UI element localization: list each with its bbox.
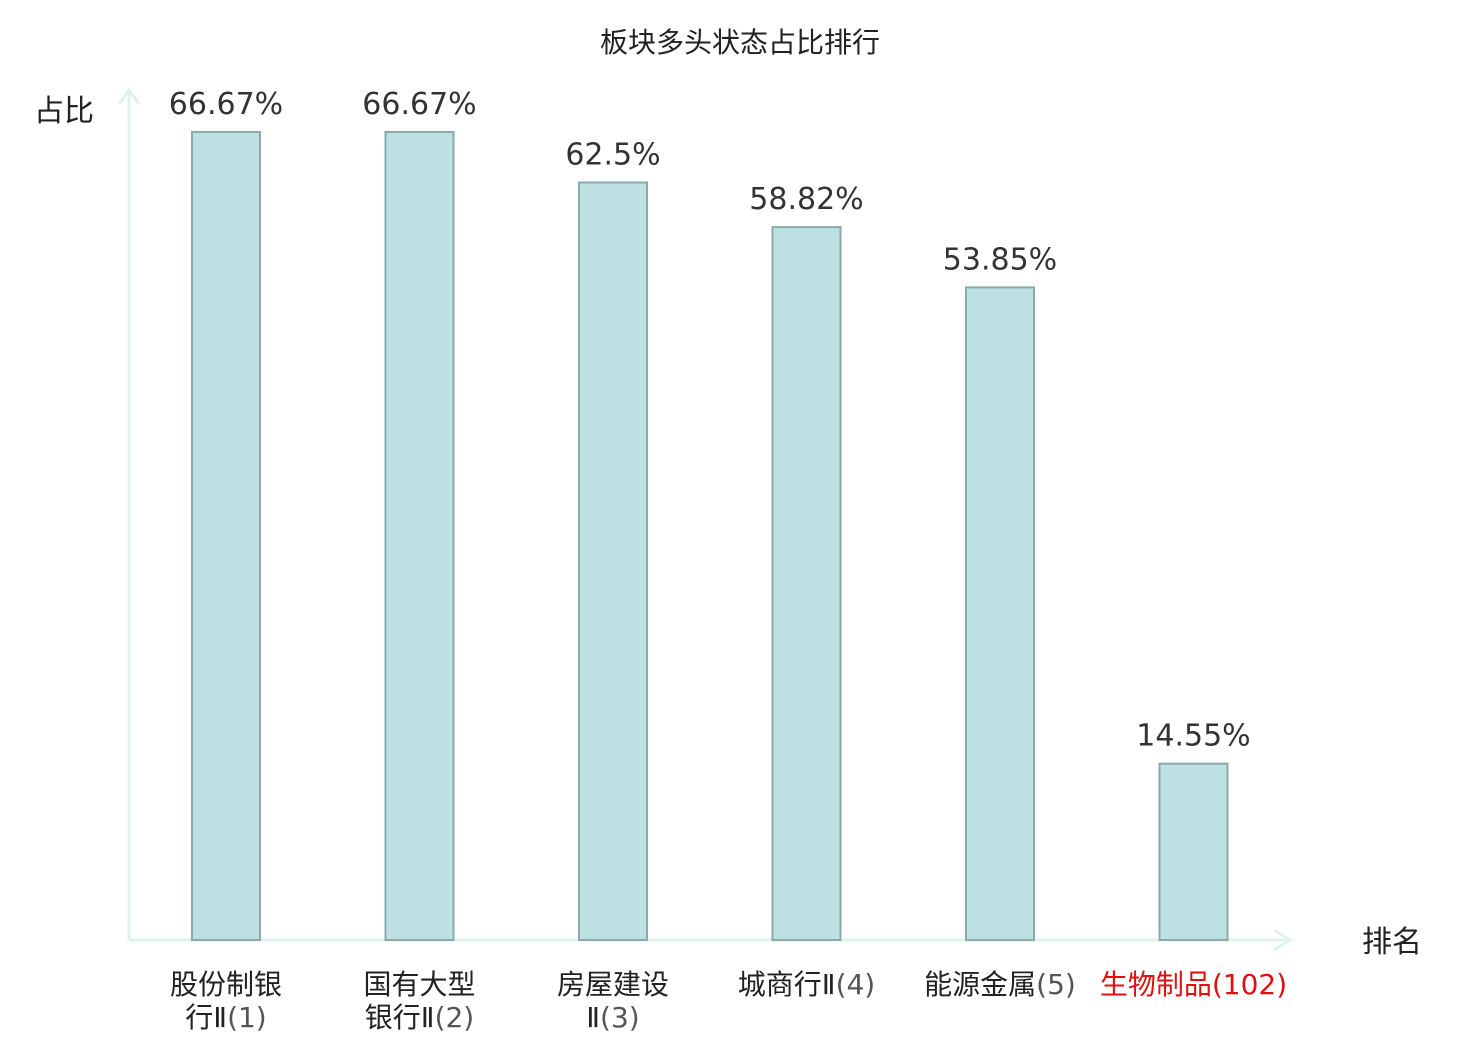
bar bbox=[771, 226, 842, 941]
x-axis-label: 排名 bbox=[1362, 925, 1422, 960]
data-label: 62.5% bbox=[565, 138, 660, 173]
bars bbox=[191, 130, 1229, 941]
category-label: 房屋建设 Ⅱ(3) bbox=[557, 968, 669, 1034]
axes bbox=[117, 87, 1293, 952]
category-label: 城商行Ⅱ(4) bbox=[738, 968, 875, 1001]
y-axis-arrow bbox=[117, 87, 141, 105]
bar bbox=[191, 130, 261, 941]
category-label: 能源金属(5) bbox=[924, 968, 1076, 1001]
bar bbox=[384, 130, 455, 941]
data-label: 66.67% bbox=[362, 87, 476, 122]
x-axis-arrow bbox=[1273, 928, 1293, 952]
bar bbox=[965, 286, 1035, 941]
value-labels: 66.67% 66.67% 62.5% 58.82% 53.85% 14.55% bbox=[169, 87, 1251, 754]
chart-title: 板块多头状态占比排行 bbox=[600, 26, 880, 59]
data-label: 14.55% bbox=[1136, 719, 1250, 754]
data-label: 58.82% bbox=[749, 182, 863, 217]
category-label: 生物制品(102) bbox=[1100, 968, 1287, 1001]
y-axis-label: 占比 bbox=[34, 94, 94, 129]
data-label: 66.67% bbox=[169, 87, 283, 122]
bar bbox=[1158, 762, 1229, 941]
category-labels: 股份制银行Ⅱ(1) 国有大型银行Ⅱ(2) 房屋建设 Ⅱ(3) 城商行Ⅱ(4) 能源金属(5… bbox=[170, 968, 1287, 1034]
data-label: 53.85% bbox=[943, 242, 1057, 277]
bar bbox=[578, 181, 648, 941]
category-label: 股份制银行Ⅱ(1) bbox=[170, 968, 282, 1034]
category-label: 国有大型银行Ⅱ(2) bbox=[363, 968, 475, 1034]
